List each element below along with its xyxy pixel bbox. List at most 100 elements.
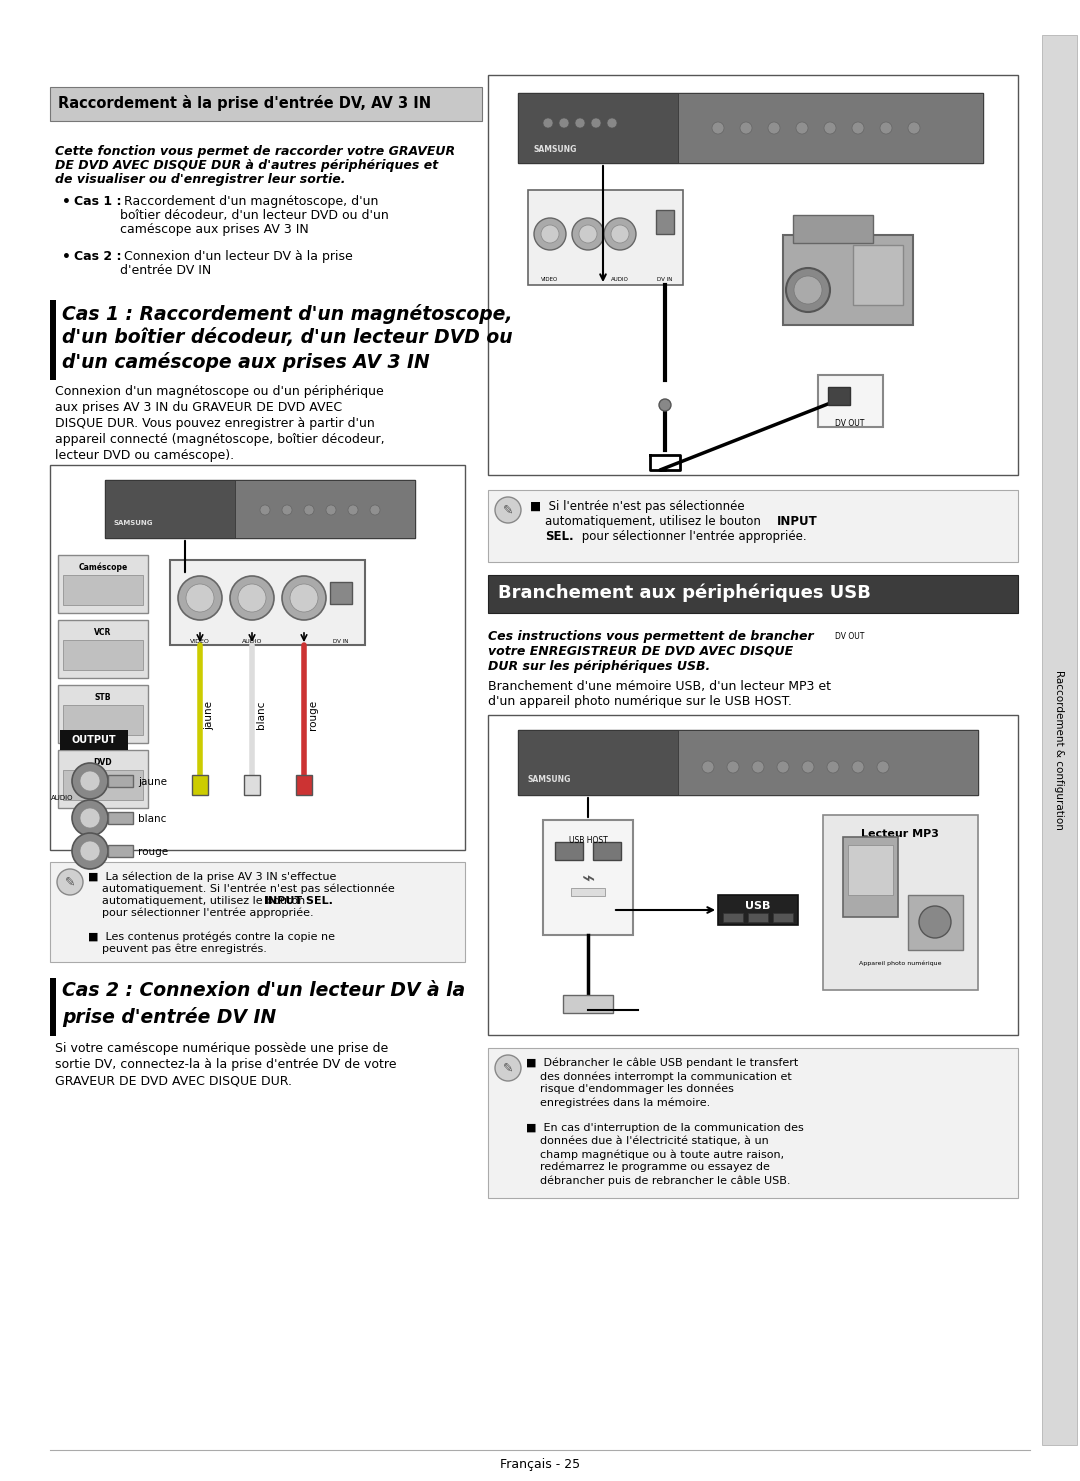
Bar	[244, 775, 260, 795]
Circle shape	[919, 906, 951, 937]
Text: de visualiser ou d'enregistrer leur sortie.: de visualiser ou d'enregistrer leur sort…	[55, 173, 346, 187]
Text: SAMSUNG: SAMSUNG	[113, 520, 152, 526]
Bar	[170, 560, 365, 646]
Text: rouge: rouge	[308, 701, 318, 730]
Bar	[235, 480, 415, 538]
Text: d'un boîtier décodeur, d'un lecteur DVD ou: d'un boîtier décodeur, d'un lecteur DVD …	[62, 327, 513, 347]
Bar	[848, 846, 893, 895]
Bar	[843, 837, 897, 917]
Circle shape	[230, 576, 274, 621]
Circle shape	[702, 761, 714, 773]
Bar	[678, 730, 978, 795]
Circle shape	[291, 584, 318, 612]
Text: peuvent pas être enregistrés.: peuvent pas être enregistrés.	[87, 943, 267, 954]
Text: Raccordement à la prise d'entrée DV, AV 3 IN: Raccordement à la prise d'entrée DV, AV …	[58, 95, 431, 111]
Text: VIDEO: VIDEO	[190, 638, 210, 644]
Text: pour sélectionner l'entrée appropriée.: pour sélectionner l'entrée appropriée.	[578, 530, 807, 544]
Bar	[296, 775, 312, 795]
Text: Lecteur MP3: Lecteur MP3	[861, 829, 939, 840]
Circle shape	[282, 505, 292, 515]
Circle shape	[72, 763, 108, 800]
Bar	[518, 730, 678, 795]
Bar	[488, 76, 1018, 475]
Bar	[60, 730, 129, 749]
Circle shape	[572, 218, 604, 250]
Text: AUDIO: AUDIO	[611, 277, 629, 281]
Text: Cas 2 : Connexion d'un lecteur DV à la: Cas 2 : Connexion d'un lecteur DV à la	[62, 980, 465, 1000]
Text: Cas 1 :: Cas 1 :	[75, 195, 121, 207]
Text: rouge: rouge	[138, 847, 168, 857]
Text: DV OUT: DV OUT	[835, 632, 865, 641]
Text: d'un caméscope aux prises AV 3 IN: d'un caméscope aux prises AV 3 IN	[62, 352, 430, 372]
Circle shape	[541, 225, 559, 243]
Text: automatiquement, utilisez le bouton: automatiquement, utilisez le bouton	[530, 515, 765, 529]
Bar	[773, 912, 793, 923]
Text: pour sélectionner l'entrée appropriée.: pour sélectionner l'entrée appropriée.	[87, 908, 313, 918]
Circle shape	[495, 1054, 521, 1081]
Bar	[63, 705, 143, 735]
Circle shape	[591, 118, 600, 127]
Text: USB: USB	[745, 900, 771, 911]
Bar	[518, 93, 678, 163]
Bar	[50, 862, 465, 963]
Text: d'un appareil photo numérique sur le USB HOST.: d'un appareil photo numérique sur le USB…	[488, 695, 792, 708]
Text: Caméscope: Caméscope	[79, 563, 127, 573]
Text: prise d'entrée DV IN: prise d'entrée DV IN	[62, 1007, 276, 1026]
Circle shape	[877, 761, 889, 773]
Text: ■  Si l'entrée n'est pas sélectionnée: ■ Si l'entrée n'est pas sélectionnée	[530, 501, 744, 512]
Text: ■  La sélection de la prise AV 3 IN s'effectue: ■ La sélection de la prise AV 3 IN s'eff…	[87, 872, 336, 883]
Text: USB HOST: USB HOST	[569, 835, 607, 846]
Text: AUDIO: AUDIO	[51, 795, 73, 801]
Circle shape	[777, 761, 789, 773]
Text: risque d'endommager les données: risque d'endommager les données	[526, 1084, 734, 1094]
Circle shape	[852, 761, 864, 773]
Text: lecteur DVD ou caméscope).: lecteur DVD ou caméscope).	[55, 449, 234, 462]
Bar	[488, 575, 1018, 613]
Circle shape	[740, 121, 752, 133]
Circle shape	[659, 398, 671, 412]
Bar	[63, 770, 143, 800]
Text: des données interrompt la communication et: des données interrompt la communication …	[526, 1071, 792, 1081]
Bar	[192, 775, 208, 795]
Bar	[823, 815, 978, 989]
Text: caméscope aux prises AV 3 IN: caméscope aux prises AV 3 IN	[120, 224, 309, 235]
Text: SEL.: SEL.	[545, 530, 573, 544]
Text: DUR sur les périphériques USB.: DUR sur les périphériques USB.	[488, 661, 711, 672]
Bar	[543, 820, 633, 935]
Circle shape	[908, 121, 920, 133]
Bar	[828, 387, 850, 404]
Circle shape	[348, 505, 357, 515]
Circle shape	[370, 505, 380, 515]
Text: Ces instructions vous permettent de brancher: Ces instructions vous permettent de bran…	[488, 629, 813, 643]
Bar	[488, 490, 1018, 561]
Circle shape	[796, 121, 808, 133]
Bar	[518, 93, 983, 163]
Circle shape	[727, 761, 739, 773]
Bar	[723, 912, 743, 923]
Bar	[50, 87, 482, 121]
Text: données due à l'électricité statique, à un: données due à l'électricité statique, à …	[526, 1136, 769, 1146]
Circle shape	[72, 832, 108, 869]
Text: ■  En cas d'interruption de la communication des: ■ En cas d'interruption de la communicat…	[526, 1123, 804, 1133]
Text: Cas 1 : Raccordement d'un magnétoscope,: Cas 1 : Raccordement d'un magnétoscope,	[62, 304, 513, 324]
Bar	[783, 235, 913, 324]
Circle shape	[186, 584, 214, 612]
Text: DVD: DVD	[94, 758, 112, 767]
Bar	[50, 465, 465, 850]
Circle shape	[72, 800, 108, 835]
Text: redémarrez le programme ou essayez de: redémarrez le programme ou essayez de	[526, 1163, 770, 1173]
Bar	[818, 375, 883, 427]
Bar	[571, 889, 605, 896]
Bar	[108, 846, 133, 857]
Text: AUDIO: AUDIO	[242, 638, 262, 644]
Circle shape	[607, 118, 617, 127]
Bar	[105, 480, 415, 538]
Circle shape	[794, 275, 822, 304]
Bar	[555, 843, 583, 860]
Circle shape	[786, 268, 831, 312]
Text: Français - 25: Français - 25	[500, 1457, 580, 1471]
Text: jaune: jaune	[204, 701, 214, 730]
Circle shape	[880, 121, 892, 133]
Text: VIDEO: VIDEO	[541, 277, 558, 281]
Bar	[63, 640, 143, 669]
